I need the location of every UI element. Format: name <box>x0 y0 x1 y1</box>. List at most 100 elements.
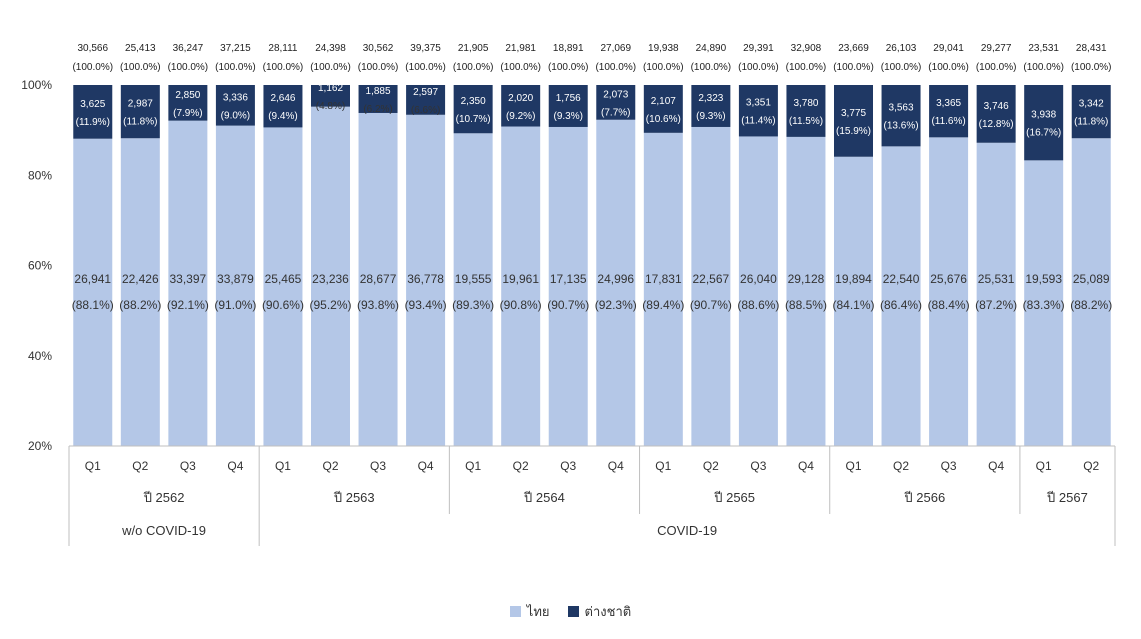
x-tick-label-quarter: Q3 <box>180 459 196 473</box>
data-label-total-pct: (100.0%) <box>72 62 113 73</box>
x-group-label-period: w/o COVID-19 <box>121 523 206 538</box>
x-group-label-year: ปี 2567 <box>1046 490 1088 505</box>
legend-swatch-thai <box>509 606 521 617</box>
bar-foreign <box>786 85 826 137</box>
data-label-total-pct: (100.0%) <box>786 62 827 73</box>
bar-foreign <box>263 85 303 128</box>
data-label-thai-pct: (90.6%) <box>262 298 304 312</box>
data-label-foreign-value: 1,885 <box>366 86 391 97</box>
data-label-total-pct: (100.0%) <box>643 62 684 73</box>
data-label-foreign-pct: (11.9%) <box>76 117 110 128</box>
data-label-foreign-value: 2,850 <box>175 90 200 101</box>
data-label-thai-pct: (89.3%) <box>452 298 494 312</box>
x-tick-label-quarter: Q3 <box>941 459 957 473</box>
data-label-thai-pct: (88.2%) <box>1070 298 1112 312</box>
legend-label-foreign: ต่างชาติ <box>584 604 632 619</box>
data-label-thai-value: 19,894 <box>835 272 872 286</box>
data-label-total: 29,391 <box>743 43 774 54</box>
bar-foreign <box>596 85 636 120</box>
bar-thai <box>596 119 636 446</box>
bar-thai <box>643 132 683 446</box>
y-tick-label: 100% <box>21 78 52 92</box>
bar-foreign <box>215 85 255 126</box>
x-tick-label-quarter: Q4 <box>798 459 814 473</box>
x-tick-label-quarter: Q4 <box>227 459 243 473</box>
x-tick-label-quarter: Q1 <box>85 459 101 473</box>
data-label-total: 32,908 <box>791 43 822 54</box>
bar-foreign <box>976 85 1016 143</box>
data-label-thai-pct: (90.7%) <box>547 298 589 312</box>
bar-foreign <box>120 85 160 139</box>
data-label-thai-value: 36,778 <box>407 272 444 286</box>
data-label-thai-value: 17,135 <box>550 272 587 286</box>
data-label-total-pct: (100.0%) <box>168 62 209 73</box>
bar-foreign <box>929 85 969 138</box>
data-label-foreign-pct: (11.8%) <box>1074 117 1108 128</box>
data-label-thai-value: 22,540 <box>883 272 920 286</box>
data-label-foreign-value: 1,162 <box>318 83 343 94</box>
data-label-total-pct: (100.0%) <box>881 62 922 73</box>
bar-thai <box>881 146 921 446</box>
x-group-label-period: COVID-19 <box>657 523 717 538</box>
bar-thai <box>406 114 446 446</box>
data-label-thai-value: 25,676 <box>930 272 967 286</box>
bar-thai <box>1024 160 1064 446</box>
data-label-thai-pct: (88.1%) <box>72 298 114 312</box>
data-label-thai-value: 33,879 <box>217 272 254 286</box>
data-label-total: 30,566 <box>77 43 108 54</box>
data-label-thai-pct: (93.8%) <box>357 298 399 312</box>
bar-thai <box>738 136 778 446</box>
bar-foreign <box>311 85 350 107</box>
data-label-total-pct: (100.0%) <box>500 62 541 73</box>
data-label-total-pct: (100.0%) <box>976 62 1017 73</box>
data-label-thai-value: 23,236 <box>312 272 349 286</box>
data-label-foreign-value: 2,323 <box>698 93 723 104</box>
data-label-foreign-pct: (4.8%) <box>316 101 345 112</box>
bar-thai <box>786 136 826 447</box>
data-label-thai-value: 33,397 <box>170 272 207 286</box>
data-label-total-pct: (100.0%) <box>548 62 589 73</box>
data-label-total-pct: (100.0%) <box>1071 62 1112 73</box>
data-label-thai-pct: (83.3%) <box>1023 298 1065 312</box>
data-label-thai-value: 17,831 <box>645 272 682 286</box>
bar-foreign <box>691 85 731 127</box>
data-label-thai-value: 19,961 <box>502 272 539 286</box>
bar-thai <box>263 127 303 446</box>
data-label-foreign-value: 3,336 <box>223 92 248 103</box>
data-label-thai-pct: (88.2%) <box>119 298 161 312</box>
data-label-total-pct: (100.0%) <box>405 62 446 73</box>
data-label-total: 28,111 <box>268 43 298 54</box>
data-label-foreign-pct: (12.8%) <box>979 119 1014 130</box>
data-label-thai-pct: (87.2%) <box>975 298 1017 312</box>
data-label-foreign-value: 2,107 <box>651 96 676 107</box>
data-label-foreign-pct: (9.0%) <box>221 110 250 121</box>
data-label-total: 21,905 <box>458 43 489 54</box>
data-label-thai-pct: (84.1%) <box>832 298 874 312</box>
data-label-total: 29,277 <box>981 43 1012 54</box>
data-label-foreign-value: 3,342 <box>1079 99 1104 110</box>
legend-label-thai: ไทย <box>526 604 550 619</box>
data-label-total-pct: (100.0%) <box>738 62 779 73</box>
bar-thai <box>311 106 350 446</box>
data-label-thai-value: 26,040 <box>740 272 777 286</box>
bar-thai <box>834 156 873 446</box>
bar-thai <box>73 138 113 447</box>
data-label-thai-pct: (86.4%) <box>880 298 922 312</box>
x-group-label-year: ปี 2562 <box>143 490 185 505</box>
data-label-thai-pct: (91.0%) <box>214 298 256 312</box>
data-label-foreign-pct: (7.9%) <box>173 108 202 119</box>
bar-foreign <box>1071 85 1111 139</box>
data-label-thai-pct: (92.1%) <box>167 298 209 312</box>
data-label-foreign-value: 2,987 <box>128 99 153 110</box>
data-label-thai-value: 22,567 <box>693 272 730 286</box>
data-label-total: 29,041 <box>933 43 964 54</box>
data-label-foreign-pct: (10.6%) <box>646 114 681 125</box>
data-label-total: 23,669 <box>838 43 869 54</box>
data-label-foreign-pct: (6.2%) <box>363 104 392 115</box>
x-tick-label-quarter: Q2 <box>703 459 719 473</box>
x-tick-label-quarter: Q3 <box>560 459 576 473</box>
data-label-total-pct: (100.0%) <box>120 62 161 73</box>
chart-legend: ไทย ต่างชาติ <box>0 601 1141 622</box>
data-label-total: 19,938 <box>648 43 679 54</box>
data-label-thai-pct: (90.7%) <box>690 298 732 312</box>
